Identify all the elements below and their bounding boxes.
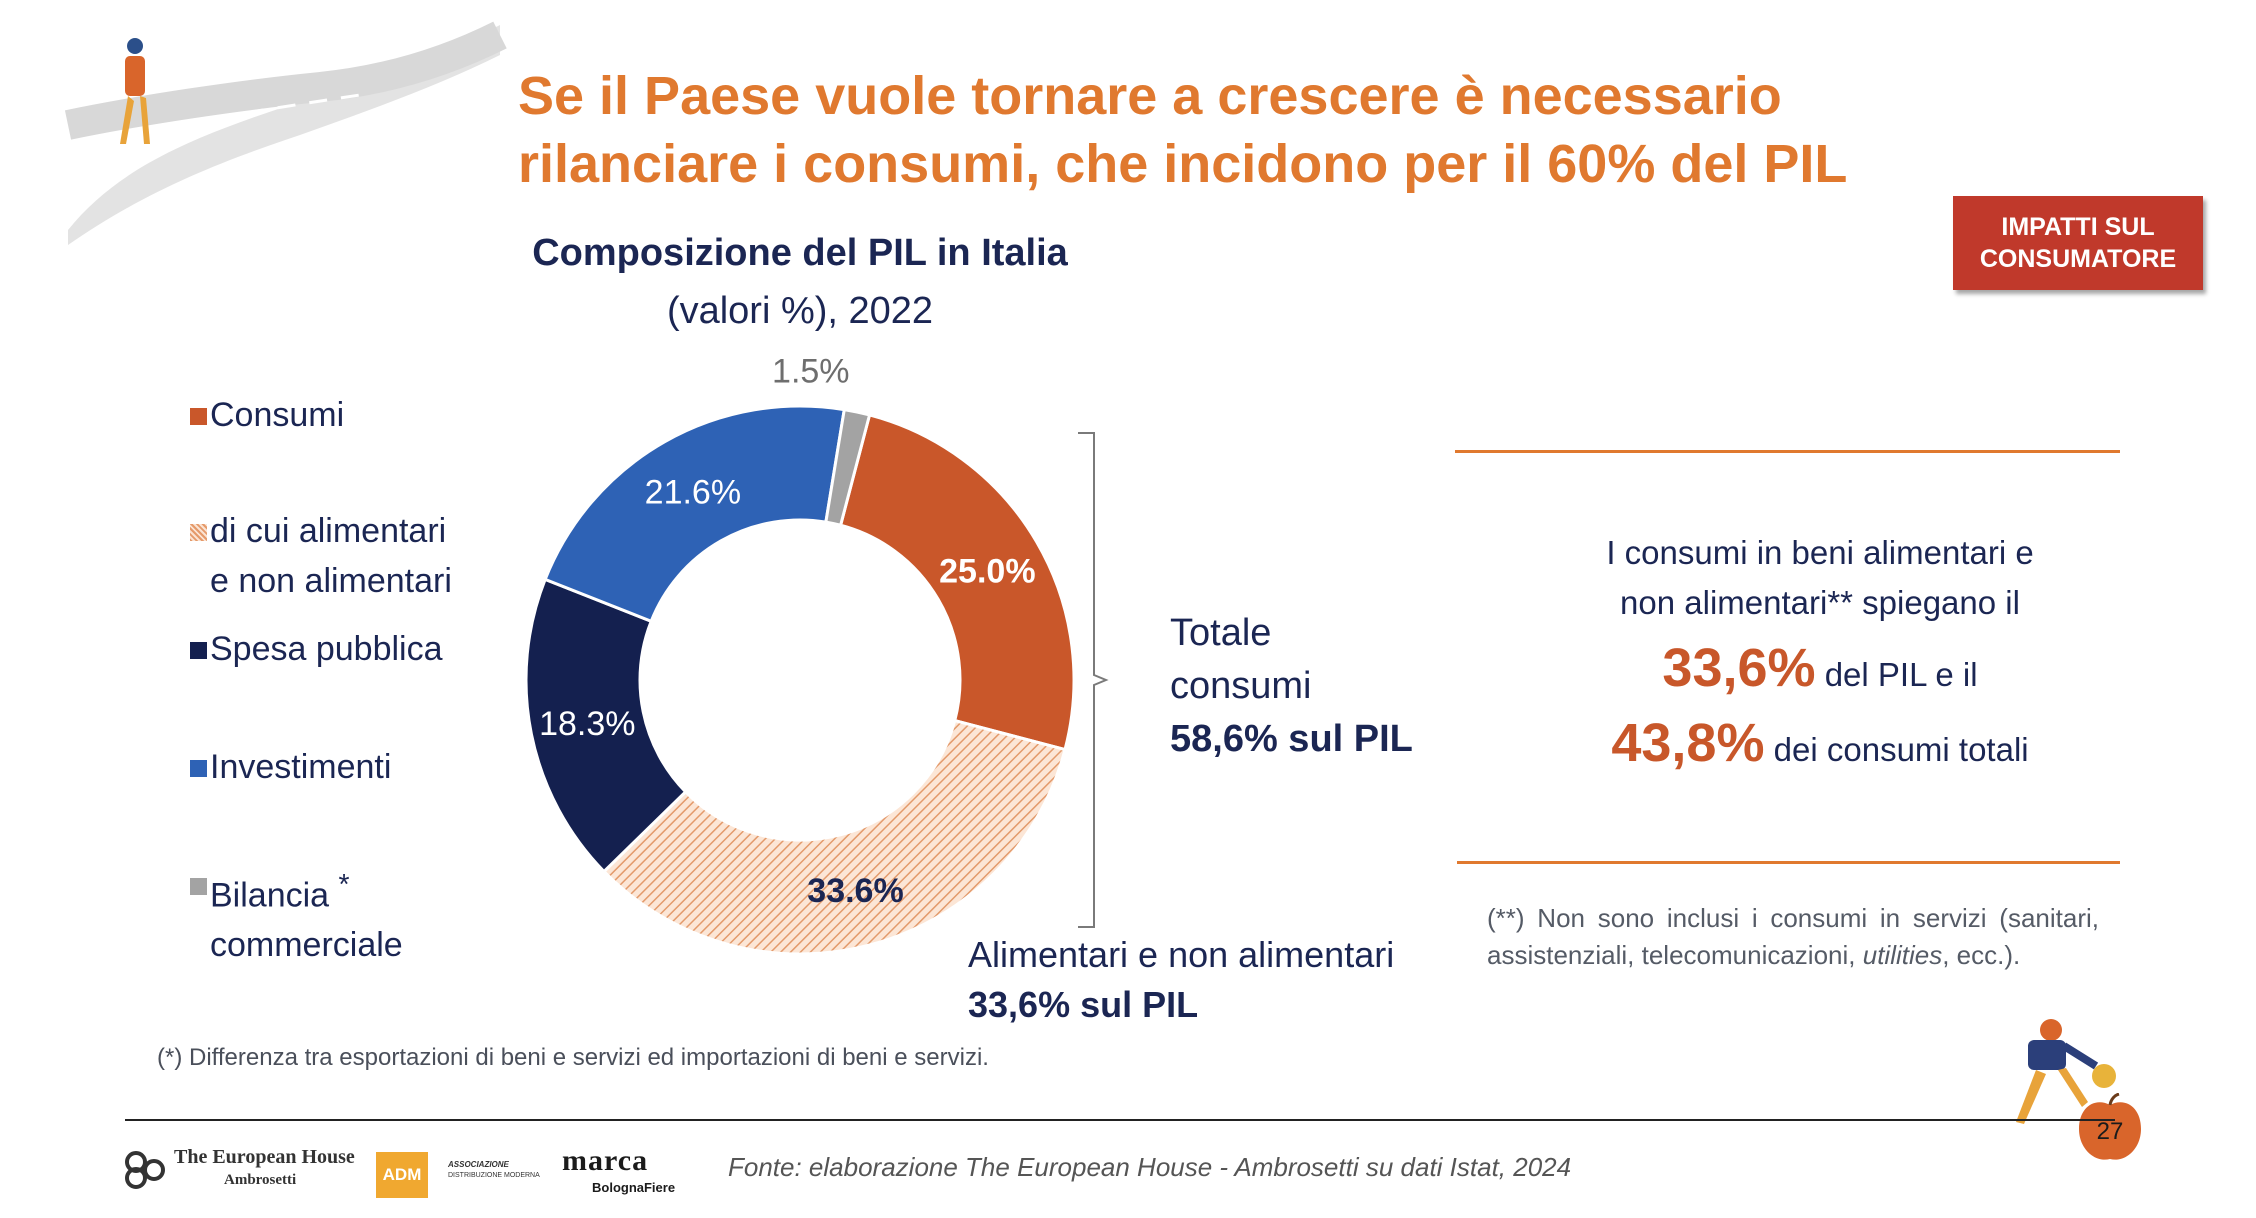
legend-label: Bilancia: [210, 876, 330, 915]
legend-item-consumi: Consumi: [190, 390, 345, 440]
page-number-apple: 27: [2079, 1093, 2141, 1160]
legend-item-alimentari: di cui alimentari e non alimentari: [190, 506, 452, 606]
legend-label: Investimenti: [210, 748, 392, 786]
legend-label-line2: e non alimentari: [210, 562, 452, 600]
totale-consumi-label: Totale consumi 58,6% sul PIL: [1170, 607, 1413, 766]
slice-label-consumi: 25.0%: [939, 553, 1035, 591]
teha-line1: The European House: [174, 1146, 355, 1168]
adm-sub2: DISTRIBUZIONE MODERNA: [448, 1172, 540, 1179]
slice-label-alimentari: 33.6%: [807, 872, 903, 910]
info-text-1: del PIL e il: [1824, 656, 1978, 693]
source-credit: Fonte: elaborazione The European House -…: [728, 1152, 1572, 1182]
teha-line2: Ambrosetti: [224, 1172, 297, 1188]
legend-swatch-consumi: [190, 408, 207, 425]
footnote: (*) Differenza tra esportazioni di beni …: [157, 1044, 989, 1071]
legend-swatch-bilancia: [190, 878, 207, 895]
totale-value: 58,6% sul PIL: [1170, 718, 1413, 760]
services-note: (**) Non sono inclusi i consumi in servi…: [1487, 900, 2099, 974]
slice-consumi: [838, 413, 1076, 752]
slice-label-spesa-pubblica: 18.3%: [539, 705, 635, 743]
legend-swatch-spesa: [190, 642, 207, 659]
legend-item-bilancia: Bilancia * commerciale: [190, 860, 403, 970]
slice-alimentari: [601, 718, 1067, 956]
legend-item-spesa: Spesa pubblica: [190, 624, 443, 674]
info-line1: I consumi in beni alimentari e: [1606, 534, 2034, 571]
teha-logo: The European House Ambrosetti: [124, 1146, 364, 1196]
legend-swatch-alimentari: [190, 524, 207, 541]
slice-spesa-pubblica: [524, 577, 688, 874]
adm-badge: ADM: [376, 1152, 428, 1198]
chart-title: Composizione del PIL in Italia: [532, 232, 1068, 274]
page-title: Se il Paese vuole tornare a crescere è n…: [518, 66, 1848, 194]
info-line2: non alimentari** spiegano il: [1620, 584, 2020, 621]
page-number: 27: [2097, 1118, 2124, 1145]
info-number-2: 43,8%: [1611, 713, 1765, 773]
footer-divider: [125, 1119, 2115, 1121]
totale-line1: Totale: [1170, 612, 1272, 654]
legend-swatch-investimenti: [190, 760, 207, 777]
slice-label-investimenti: 21.6%: [645, 473, 741, 511]
totale-line2: consumi: [1170, 665, 1312, 707]
note-text: (**) Non sono inclusi i consumi in servi…: [1487, 903, 2099, 970]
alimentari-line1: Alimentari e non alimentari: [968, 934, 1395, 975]
note-suffix: , ecc.).: [1942, 940, 2021, 970]
legend-label: di cui alimentari: [210, 512, 447, 550]
slice-label-bilancia: 1.5%: [772, 353, 850, 391]
slice-investimenti: [543, 404, 847, 624]
slice-bilancia: [824, 407, 872, 528]
chart-subtitle: (valori %), 2022: [666, 290, 934, 332]
adm-sub1: ASSOCIAZIONE: [448, 1160, 509, 1169]
legend-label-line2: commerciale: [210, 926, 403, 965]
legend-item-investimenti: Investimenti: [190, 742, 392, 792]
info-top-rule: [1455, 450, 2120, 453]
bolognafiere-wordmark: BolognaFiere: [592, 1180, 676, 1195]
marca-wordmark: marca: [562, 1144, 649, 1177]
road-illustration: [64, 21, 507, 245]
info-panel: I consumi in beni alimentari e non alime…: [1440, 528, 2200, 784]
alimentari-value: 33,6% sul PIL: [968, 984, 1199, 1025]
legend-label: Consumi: [210, 396, 345, 434]
info-number-1: 33,6%: [1662, 638, 1816, 698]
impact-badge: IMPATTI SUL CONSUMATORE: [1953, 196, 2203, 290]
marca-logo: marca BolognaFiere: [562, 1144, 712, 1204]
info-bottom-rule: [1457, 861, 2120, 864]
legend-label: Spesa pubblica: [210, 630, 443, 668]
bracket: [1078, 432, 1109, 928]
adm-logo: ADM ASSOCIAZIONE DISTRIBUZIONE MODERNA: [376, 1152, 556, 1198]
info-text-2: dei consumi totali: [1773, 731, 2029, 768]
legend-asterisk: *: [338, 869, 350, 901]
person-apple-illustration: [2016, 1019, 2116, 1124]
teha-symbol-icon: [125, 1151, 165, 1189]
alimentari-label: Alimentari e non alimentari 33,6% sul PI…: [968, 930, 1394, 1030]
note-italic: utilities: [1862, 940, 1943, 970]
donut-chart: 25.0% 33.6% 18.3% 21.6% 1.5%: [524, 353, 1076, 956]
walking-person-icon: [120, 38, 150, 144]
